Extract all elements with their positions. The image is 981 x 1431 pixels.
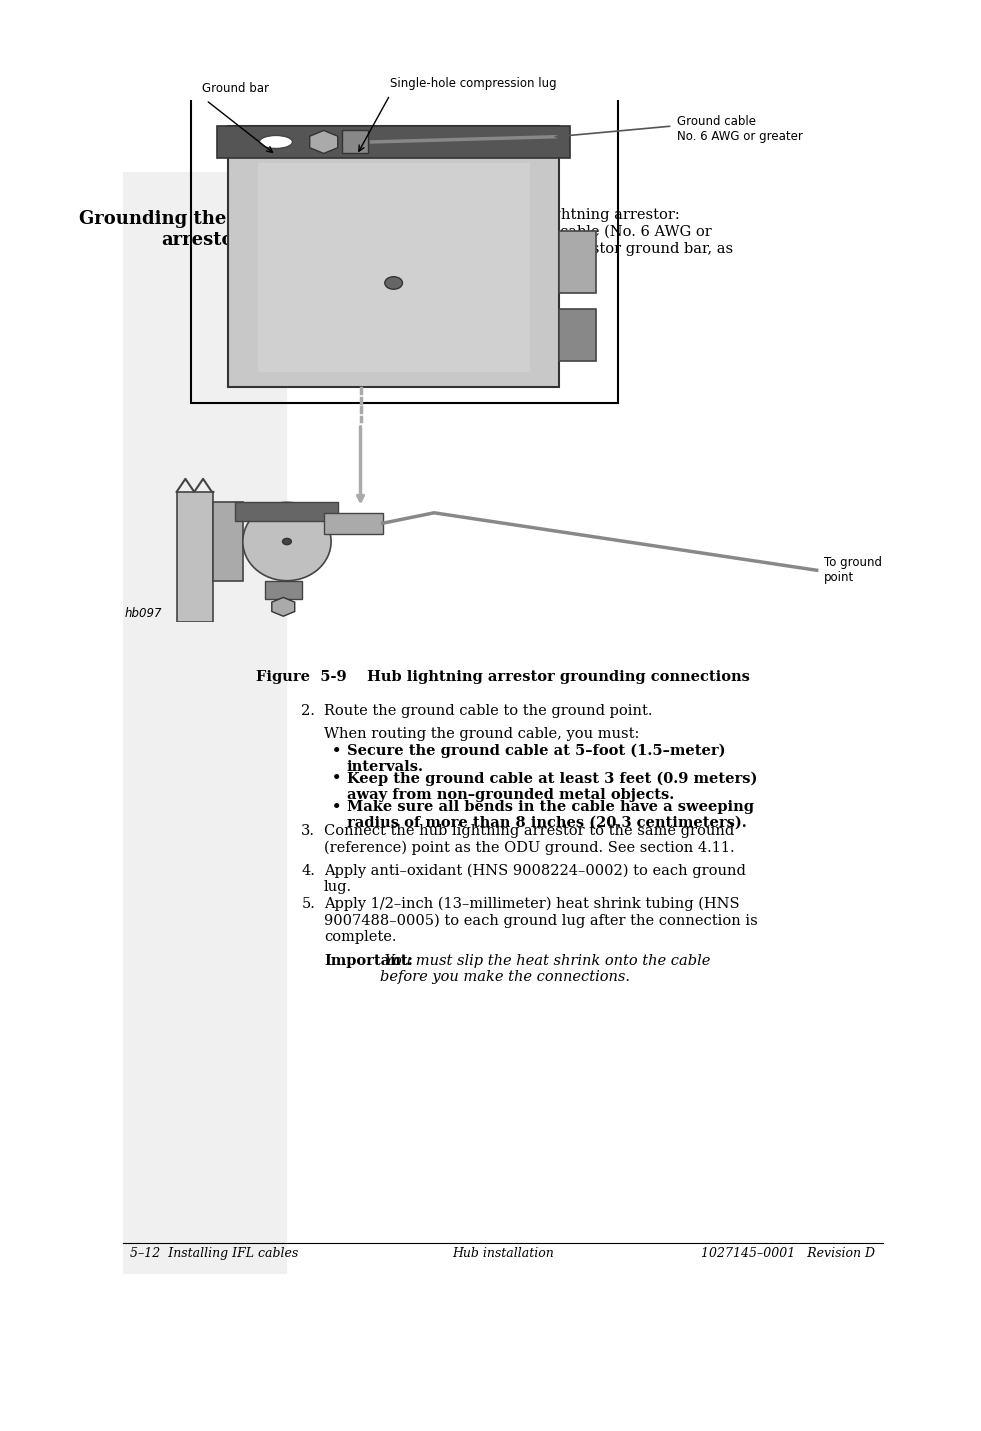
Bar xyxy=(342,130,368,153)
Circle shape xyxy=(283,538,291,545)
Text: Ground bar: Ground bar xyxy=(202,82,270,94)
Text: •: • xyxy=(332,800,341,814)
Text: 3.: 3. xyxy=(301,824,315,839)
FancyBboxPatch shape xyxy=(229,126,559,388)
Text: 5.: 5. xyxy=(301,897,315,910)
Bar xyxy=(257,163,530,372)
Text: Grounding the lightning
arrestor: Grounding the lightning arrestor xyxy=(78,210,326,249)
Ellipse shape xyxy=(259,136,292,149)
Circle shape xyxy=(385,276,402,289)
Text: 1.: 1. xyxy=(301,225,315,239)
Text: Apply anti–oxidant (HNS 9008224–0002) to each ground
lug.: Apply anti–oxidant (HNS 9008224–0002) to… xyxy=(324,864,746,894)
Text: Keep the ground cable at least 3 feet (0.9 meters)
away from non–grounded metal : Keep the ground cable at least 3 feet (0… xyxy=(347,771,757,801)
Text: Secure the ground cable at 5–foot (1.5–meter)
intervals.: Secure the ground cable at 5–foot (1.5–m… xyxy=(347,744,725,774)
Text: 2.: 2. xyxy=(301,704,315,718)
Bar xyxy=(177,492,214,622)
Text: Single-hole compression lug: Single-hole compression lug xyxy=(390,77,556,90)
Text: •: • xyxy=(332,771,341,786)
Bar xyxy=(123,172,286,1274)
Text: hb097: hb097 xyxy=(126,607,163,620)
Bar xyxy=(217,126,570,157)
Text: Follow these steps to ground the lightning arrestor:: Follow these steps to ground the lightni… xyxy=(293,207,680,222)
Text: You must slip the heat shrink onto the cable
before you make the connections.: You must slip the heat shrink onto the c… xyxy=(381,954,710,985)
Text: Route the ground cable to the ground point.: Route the ground cable to the ground poi… xyxy=(324,704,652,718)
Text: Figure  5-9    Hub lightning arrestor grounding connections: Figure 5-9 Hub lightning arrestor ground… xyxy=(256,670,749,684)
Text: Ground cable
No. 6 AWG or greater: Ground cable No. 6 AWG or greater xyxy=(677,114,802,143)
Text: Make sure all bends in the cable have a sweeping
radius of more than 8 inches (2: Make sure all bends in the cable have a … xyxy=(347,800,754,830)
Ellipse shape xyxy=(243,502,332,581)
Text: Connect one end of the ground cable (No. 6 AWG or
greater, green) to the lightni: Connect one end of the ground cable (No.… xyxy=(324,225,733,272)
Text: Important:: Important: xyxy=(324,954,413,967)
Bar xyxy=(191,94,618,404)
Text: 5–12  Installing IFL cables: 5–12 Installing IFL cables xyxy=(130,1248,298,1261)
Bar xyxy=(214,502,243,581)
Text: Hub installation: Hub installation xyxy=(452,1248,553,1261)
Bar xyxy=(235,502,338,521)
Bar xyxy=(559,309,596,362)
Text: To ground
point: To ground point xyxy=(824,557,882,584)
Bar xyxy=(559,230,596,293)
Bar xyxy=(324,512,383,534)
Text: •: • xyxy=(332,744,341,757)
Text: When routing the ground cable, you must:: When routing the ground cable, you must: xyxy=(324,727,640,741)
Text: Connect the hub lightning arrestor to the same ground
(reference) point as the O: Connect the hub lightning arrestor to th… xyxy=(324,824,735,854)
Bar xyxy=(265,581,302,600)
Text: Apply 1/2–inch (13–millimeter) heat shrink tubing (HNS
9007488–0005) to each gro: Apply 1/2–inch (13–millimeter) heat shri… xyxy=(324,897,758,944)
Text: 4.: 4. xyxy=(301,864,315,877)
Text: 1027145–0001   Revision D: 1027145–0001 Revision D xyxy=(701,1248,875,1261)
